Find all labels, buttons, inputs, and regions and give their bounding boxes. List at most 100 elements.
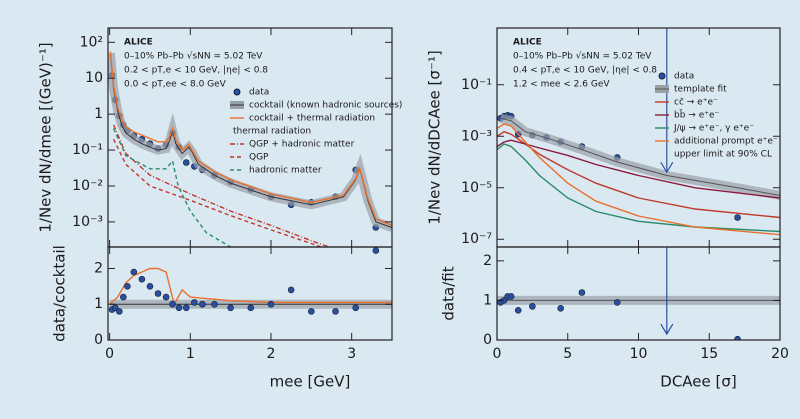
data-point (529, 303, 536, 310)
data-point (514, 307, 522, 314)
data-point (162, 293, 170, 301)
y-tick-label: 10⁻¹ (72, 142, 103, 158)
annotation: 1.2 < mee < 2.6 GeV (513, 80, 610, 90)
y-tick-label: 0 (94, 332, 103, 348)
x-axis-label: DCAee [σ] (660, 373, 736, 391)
y-axis-label: 1/Nev dN/dDCAee [σ⁻¹] (426, 50, 444, 224)
legend-label: template fit (674, 85, 727, 95)
legend-subtitle: thermal radiation (233, 127, 311, 137)
plot-area (497, 28, 780, 236)
band-center (500, 117, 780, 196)
x-tick-label: 0 (493, 346, 502, 362)
legend-label: cocktail + thermal radiation (249, 114, 375, 124)
data-point (372, 247, 380, 254)
frame (107, 246, 393, 341)
x-tick-label: 5 (563, 346, 572, 362)
data-point (247, 304, 255, 312)
data-point (211, 300, 218, 308)
curve (112, 128, 231, 247)
data-point (557, 305, 564, 312)
legend-key (233, 88, 241, 96)
y-tick-label: 1 (94, 106, 103, 122)
curve (497, 139, 780, 199)
curve (109, 267, 392, 307)
legend-label: J/ψ → e⁺e⁻, γ e⁺e⁻ (673, 124, 754, 134)
data-point (613, 299, 621, 306)
data-point (175, 304, 183, 312)
data-point (120, 293, 127, 301)
plot-area (497, 247, 780, 340)
plot-area (108, 51, 392, 247)
data-point (199, 300, 206, 308)
legend-label: hadronic matter (249, 166, 322, 176)
data-point (154, 290, 162, 297)
legend-label: data (674, 72, 694, 82)
legend-label: cocktail (known hadronic sources) (249, 101, 402, 111)
plot-area (108, 247, 392, 315)
curve (497, 143, 780, 233)
data-point (227, 304, 234, 312)
legend-label: cc̄ → e⁺e⁻ (674, 98, 718, 108)
annotation: ALICE (513, 38, 542, 48)
curve (497, 130, 780, 219)
annotation: 0–10% Pb–Pb √sNN = 5.02 TeV (124, 51, 263, 62)
y-tick-label: 10⁻³ (72, 214, 103, 230)
y-tick-label: 0 (483, 332, 492, 348)
data-point (138, 275, 146, 283)
data-point (507, 293, 515, 300)
data-point (332, 308, 339, 315)
annotation: ALICE (124, 38, 153, 48)
curve (497, 123, 780, 236)
legend-label: additional prompt e⁺e⁻ (674, 137, 778, 147)
y-axis-label: data/fit (440, 266, 458, 320)
curve (112, 124, 332, 247)
upper-limit-head (660, 161, 674, 174)
x-tick-label: 0 (105, 346, 114, 362)
y-tick-label: 10⁻⁷ (461, 231, 492, 247)
data-point (146, 283, 154, 290)
data-point (115, 308, 123, 315)
x-tick-label: 3 (347, 346, 356, 362)
data-point (191, 299, 198, 306)
annotation: 0–10% Pb–Pb √sNN = 5.02 TeV (513, 51, 652, 62)
y-axis-label: data/cocktail (51, 245, 69, 342)
data-point (130, 268, 138, 276)
frame (496, 246, 781, 341)
legend-label: QGP (249, 153, 269, 163)
annotation: 0.2 < pT,e < 10 GeV, |ηe| < 0.8 (124, 66, 268, 76)
y-axis-label: 1/Nev dN/dmee [(GeV)⁻¹] (37, 42, 55, 232)
data-point (182, 159, 190, 166)
y-tick-label: 2 (483, 253, 492, 269)
legend-label: upper limit at 90% CL (674, 150, 772, 160)
data-point (308, 308, 315, 315)
data-point (578, 289, 586, 296)
curve (109, 51, 392, 227)
legend-label: QGP + hadronic matter (249, 140, 355, 150)
data-point (734, 335, 741, 340)
data-point (267, 300, 275, 308)
data-point (169, 300, 176, 308)
legend-key (658, 72, 666, 80)
y-tick-label: 2 (94, 260, 103, 276)
y-tick-label: 1 (94, 296, 103, 312)
y-tick-label: 10⁻³ (461, 128, 492, 144)
x-tick-label: 20 (771, 346, 789, 362)
x-axis-label: mee [GeV] (270, 373, 351, 391)
curve (112, 138, 324, 247)
annotation: 0.4 < pT,e < 10 GeV, |ηe| < 0.8 (513, 66, 657, 76)
y-tick-label: 10 (85, 70, 103, 86)
data-point (124, 283, 131, 290)
x-tick-label: 2 (267, 346, 276, 362)
x-tick-label: 15 (700, 346, 718, 362)
y-tick-label: 10⁻¹ (461, 77, 492, 93)
y-tick-label: 10² (80, 34, 103, 50)
y-tick-label: 1 (483, 292, 492, 308)
data-point (287, 286, 295, 294)
data-point (352, 304, 359, 312)
y-tick-label: 10⁻⁵ (461, 180, 492, 196)
upper-limit-head (660, 323, 674, 336)
x-tick-label: 1 (186, 346, 195, 362)
legend-label: data (249, 88, 269, 98)
data-point (734, 214, 741, 221)
